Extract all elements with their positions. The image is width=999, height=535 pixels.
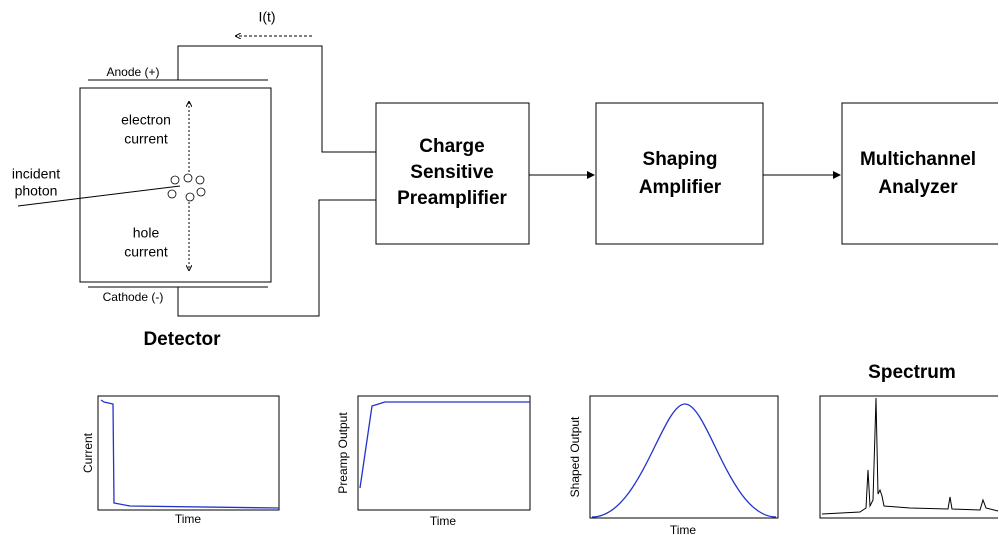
block-label: Shaping (643, 149, 718, 170)
electron-label: current (124, 131, 168, 147)
cathode-wire (177, 199, 376, 317)
photon-label: incident (12, 166, 60, 182)
block-label: Charge (419, 136, 484, 157)
charges (167, 173, 206, 202)
photon-path (17, 185, 181, 207)
detector-box (79, 87, 272, 283)
spectrum-curve (821, 397, 999, 515)
anode-label: Anode (+) (106, 65, 159, 79)
electron-label: electron (121, 112, 171, 128)
block-label: Amplifier (639, 177, 722, 198)
y-label: Current (81, 432, 95, 473)
block-label: Sensitive (410, 162, 493, 183)
x-label: Time (430, 514, 457, 528)
plot-frame (819, 395, 998, 519)
cathode-label: Cathode (-) (103, 290, 164, 304)
spectrum-title: Spectrum (868, 362, 956, 383)
plot-frame (97, 395, 280, 511)
block-label: Analyzer (878, 177, 958, 198)
plot-frame (589, 395, 779, 519)
current-label: I(t) (258, 9, 275, 25)
x-label: Time (670, 523, 697, 535)
preamp-curve (359, 401, 530, 489)
plot-frame (357, 395, 531, 511)
detector-title: Detector (143, 329, 221, 350)
photon-label: photon (15, 183, 58, 199)
y-label: Shaped Output (568, 416, 582, 497)
block-label: Preamplifier (397, 188, 507, 209)
block-label: Multichannel (860, 149, 976, 170)
shaped-curve (591, 403, 777, 518)
x-label: Time (175, 512, 202, 526)
anode-wire (177, 45, 376, 153)
hole-label: current (124, 244, 168, 260)
preamp-box (375, 102, 530, 245)
current-curve (100, 399, 280, 509)
hole-label: hole (133, 225, 160, 241)
shaper-box (595, 102, 764, 245)
y-label: Preamp Output (336, 412, 350, 494)
mca-box (841, 102, 998, 245)
